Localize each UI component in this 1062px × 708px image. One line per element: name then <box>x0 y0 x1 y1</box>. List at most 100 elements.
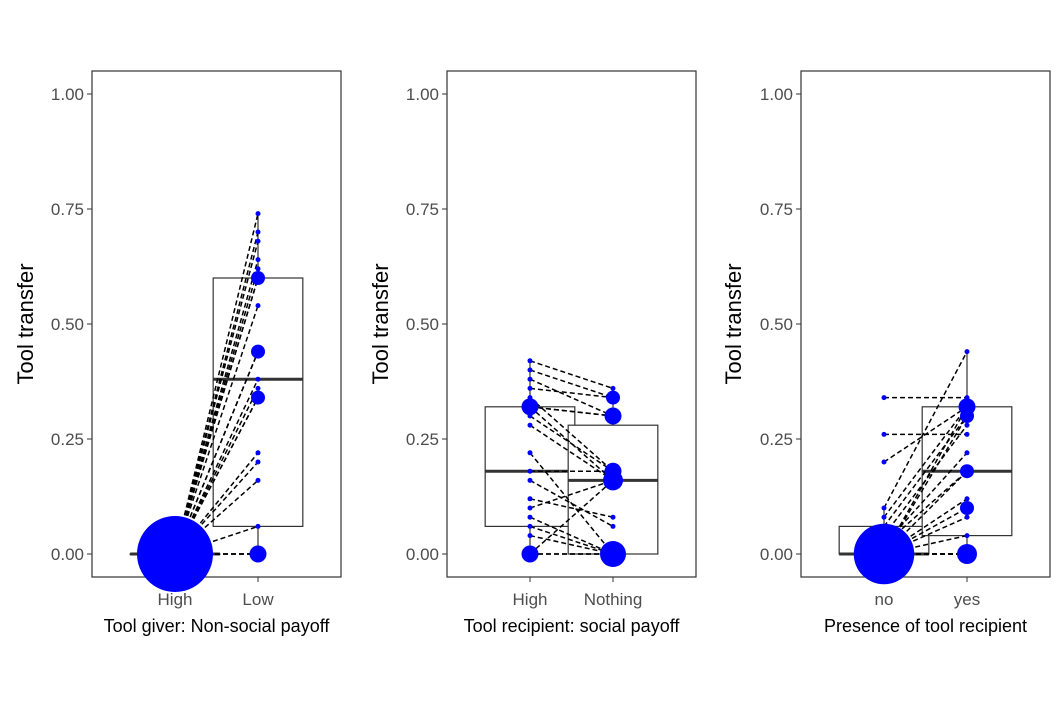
y-tick-label: 0.00 <box>406 545 439 564</box>
pair-line <box>529 498 614 518</box>
y-tick-label: 0.25 <box>760 430 793 449</box>
x-tick-label: Low <box>242 590 274 609</box>
y-tick-label: 0.50 <box>406 315 439 334</box>
data-point <box>881 533 887 539</box>
data-point <box>255 229 261 235</box>
y-tick-label: 0.75 <box>760 200 793 219</box>
y-axis-title: Tool transfer <box>721 263 746 384</box>
pair-line <box>174 525 259 555</box>
y-tick-label: 0.50 <box>760 315 793 334</box>
pair-line <box>529 406 614 481</box>
data-point <box>255 238 261 244</box>
data-point <box>964 395 970 401</box>
y-tick-label: 0.75 <box>51 200 84 219</box>
data-point <box>527 450 533 456</box>
pair-lines <box>529 360 614 555</box>
panel-non-social-payoff: 0.00 0.25 0.50 0.75 1.00 High Low Tool giver: N… <box>13 70 342 636</box>
pair-line <box>529 452 614 555</box>
panel-presence-of-recipient: 0.00 0.25 0.50 0.75 1.00 no yes Presence of too… <box>721 70 1051 636</box>
data-point <box>527 367 533 373</box>
data-point <box>527 385 533 391</box>
data-point <box>604 407 622 425</box>
data-point <box>964 349 970 355</box>
data-point <box>881 514 887 520</box>
y-tick-label: 0.50 <box>51 315 84 334</box>
y-tick-label: 0.00 <box>760 545 793 564</box>
pair-line <box>529 369 614 399</box>
y-tick-label: 1.00 <box>760 85 793 104</box>
pair-line <box>174 277 259 555</box>
pair-line <box>529 479 614 555</box>
data-point <box>604 462 622 480</box>
data-point <box>527 505 533 511</box>
pair-line <box>174 259 259 555</box>
data-point <box>960 464 974 479</box>
data-point <box>600 541 626 567</box>
data-point <box>964 514 970 520</box>
y-tick-label: 1.00 <box>406 85 439 104</box>
y-axis-title: Tool transfer <box>13 263 38 384</box>
data-point <box>881 459 887 465</box>
data-point <box>137 516 213 592</box>
pair-line <box>883 406 968 463</box>
data-point <box>527 413 533 419</box>
pair-line <box>883 534 968 555</box>
data-point <box>957 544 977 564</box>
data-point <box>606 390 620 405</box>
data-point <box>255 385 261 391</box>
data-point <box>964 533 970 539</box>
data-point <box>610 385 616 391</box>
data-point <box>960 501 974 515</box>
x-axis-title: Tool recipient: social payoff <box>464 616 681 636</box>
data-point <box>881 523 887 529</box>
data-point <box>521 545 539 563</box>
data-point <box>255 376 261 382</box>
data-point <box>964 496 970 502</box>
data-points <box>853 349 977 585</box>
data-point <box>255 211 261 217</box>
data-point <box>527 358 533 364</box>
pair-line <box>174 397 259 555</box>
data-point <box>964 431 970 437</box>
pair-line <box>883 415 968 527</box>
data-point <box>255 303 261 309</box>
data-point <box>255 257 261 263</box>
y-tick-label: 0.25 <box>406 430 439 449</box>
data-point <box>964 422 970 428</box>
data-point <box>255 459 261 465</box>
data-point <box>249 545 267 563</box>
pair-line <box>529 387 614 399</box>
data-point <box>251 271 265 285</box>
x-tick-label: High <box>158 590 193 609</box>
x-tick-label: Nothing <box>584 590 643 609</box>
pair-line <box>529 415 614 472</box>
data-point <box>527 376 533 382</box>
pair-line <box>174 388 259 555</box>
pair-line <box>174 305 259 555</box>
pair-line <box>883 406 968 518</box>
y-tick-label: 0.25 <box>51 430 84 449</box>
pair-line <box>529 406 614 417</box>
pair-line <box>174 452 259 555</box>
data-point <box>881 431 887 437</box>
data-point <box>853 523 915 585</box>
x-axis-title: Tool giver: Non-social payoff <box>104 616 331 636</box>
x-tick-label: High <box>513 590 548 609</box>
data-point <box>527 422 533 428</box>
data-point <box>881 395 887 401</box>
data-point <box>960 409 974 423</box>
x-tick-label: no <box>875 590 894 609</box>
pair-line <box>174 213 259 555</box>
data-point <box>255 266 261 272</box>
data-point <box>610 514 616 520</box>
data-point <box>255 523 261 529</box>
data-point <box>877 537 891 552</box>
data-points <box>137 211 267 592</box>
pair-line <box>529 378 614 417</box>
pair-line <box>174 241 259 555</box>
pair-line <box>529 424 614 482</box>
data-point <box>527 395 533 401</box>
data-point <box>251 344 265 359</box>
data-point <box>527 514 533 520</box>
